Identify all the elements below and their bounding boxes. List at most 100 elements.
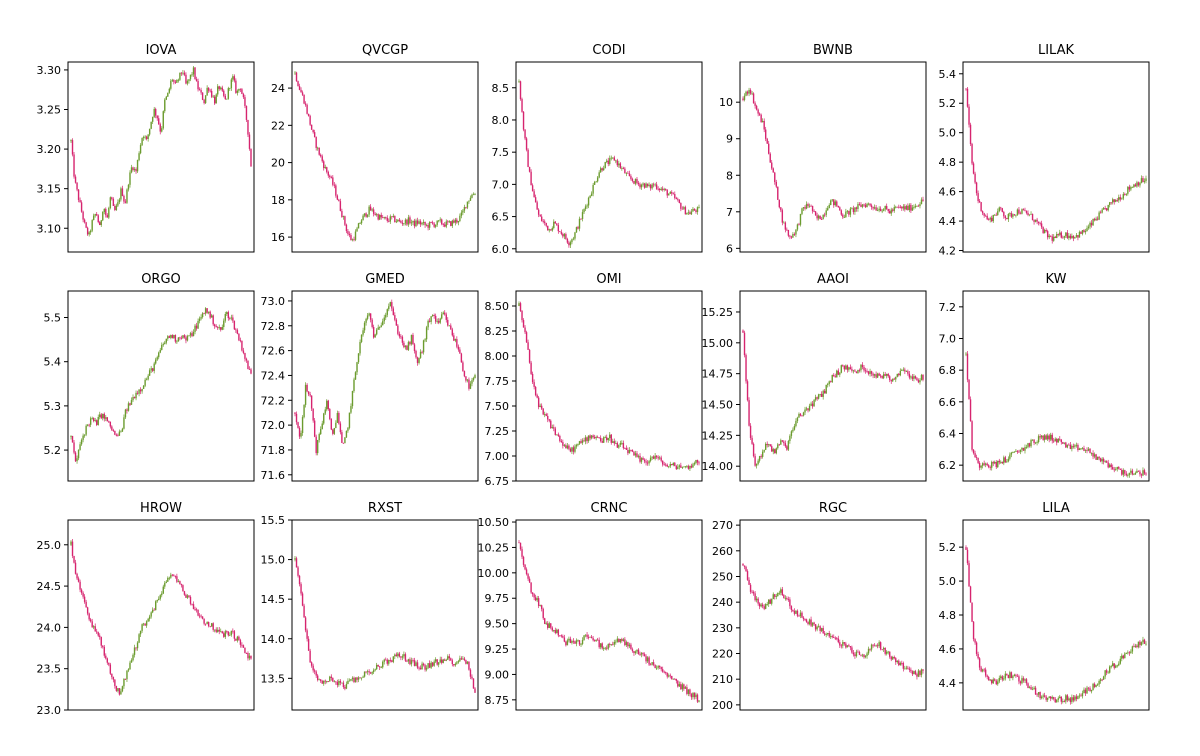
candle-body bbox=[568, 242, 570, 246]
candle-body bbox=[674, 462, 676, 467]
candle-body bbox=[686, 212, 688, 215]
candle-body bbox=[114, 205, 116, 211]
candle-body bbox=[571, 239, 573, 243]
candle-body bbox=[1134, 645, 1137, 648]
candle-body bbox=[574, 446, 576, 452]
candle-body bbox=[539, 605, 541, 606]
candle-body bbox=[613, 641, 615, 645]
candle-body bbox=[857, 651, 859, 653]
candle-body bbox=[371, 672, 373, 674]
candle-body bbox=[531, 592, 534, 595]
candle-body bbox=[71, 435, 74, 443]
candle-body bbox=[1057, 438, 1059, 443]
candle-body bbox=[686, 466, 688, 467]
candle-body bbox=[108, 207, 110, 218]
candle-body bbox=[663, 671, 665, 673]
candle-body bbox=[761, 604, 764, 607]
candle-body bbox=[164, 342, 166, 345]
candle-body bbox=[212, 315, 214, 325]
candle-body bbox=[678, 465, 681, 467]
candle-body bbox=[327, 681, 329, 683]
candle-body bbox=[188, 79, 190, 82]
candle-body bbox=[1060, 696, 1062, 702]
candle-body bbox=[471, 380, 473, 384]
candle-body bbox=[221, 631, 223, 634]
candle-body bbox=[584, 206, 587, 210]
candle-body bbox=[858, 369, 861, 371]
y-tick-label: 8.0 bbox=[492, 114, 510, 127]
candle-body bbox=[768, 599, 770, 605]
candle-body bbox=[857, 369, 859, 373]
candle-body bbox=[1071, 697, 1073, 703]
candle-body bbox=[596, 639, 599, 641]
candle-body bbox=[974, 173, 976, 183]
candle-body bbox=[460, 212, 463, 216]
candle-body bbox=[1122, 194, 1125, 199]
candle-body bbox=[1121, 655, 1123, 659]
candle-body bbox=[899, 206, 902, 208]
y-tick-label: 8.50 bbox=[485, 300, 510, 313]
candle-body bbox=[204, 308, 207, 314]
candle-body bbox=[94, 626, 96, 632]
candle-body bbox=[898, 660, 900, 666]
candle-body bbox=[975, 642, 978, 654]
candle-body bbox=[395, 221, 398, 223]
candle-body bbox=[295, 72, 298, 82]
candle-body bbox=[981, 669, 984, 672]
candle-body bbox=[1062, 701, 1064, 702]
candle-body bbox=[351, 390, 354, 407]
candle-body bbox=[118, 199, 121, 203]
candle-body bbox=[686, 687, 688, 694]
candle-body bbox=[752, 93, 755, 104]
candle-body bbox=[1065, 695, 1067, 702]
candle-body bbox=[630, 644, 632, 650]
candle-body bbox=[1084, 689, 1087, 694]
candle-body bbox=[660, 188, 662, 191]
subplot-title: CRNC bbox=[591, 501, 628, 516]
candle-body bbox=[618, 163, 620, 166]
candle-body bbox=[855, 207, 858, 209]
candle-body bbox=[379, 666, 381, 668]
candle-body bbox=[406, 660, 408, 662]
candle-body bbox=[563, 445, 566, 446]
candle-body bbox=[528, 578, 531, 583]
candle-body bbox=[547, 415, 549, 420]
candle-body bbox=[581, 640, 584, 644]
candle-body bbox=[1087, 226, 1090, 229]
candle-body bbox=[1015, 674, 1017, 676]
candle-body bbox=[103, 208, 105, 212]
candle-body bbox=[236, 636, 239, 641]
candle-body bbox=[1134, 184, 1137, 187]
candle-body bbox=[416, 220, 419, 224]
candle-body bbox=[380, 667, 382, 669]
candle-body bbox=[902, 369, 905, 371]
candle-body bbox=[456, 219, 458, 223]
candle-body bbox=[1039, 436, 1041, 438]
candle-body bbox=[666, 464, 668, 467]
candle-body bbox=[419, 667, 422, 670]
candle-body bbox=[204, 95, 207, 104]
candle-body bbox=[919, 380, 921, 383]
candle-body bbox=[348, 233, 351, 236]
candle-body bbox=[669, 191, 671, 194]
candle-body bbox=[1139, 182, 1141, 186]
candle-body bbox=[882, 374, 885, 379]
candle-body bbox=[634, 453, 637, 456]
candle-body bbox=[183, 335, 186, 338]
candle-body bbox=[892, 209, 894, 211]
candle-body bbox=[127, 669, 130, 671]
candle-body bbox=[972, 449, 975, 454]
y-tick-label: 24.5 bbox=[37, 580, 62, 593]
candle-body bbox=[639, 184, 641, 188]
candle-body bbox=[215, 629, 217, 632]
candle-body bbox=[80, 439, 83, 445]
candle-body bbox=[386, 309, 388, 315]
candle-body bbox=[911, 671, 914, 675]
candle-body bbox=[671, 675, 673, 679]
plot-frame bbox=[515, 519, 703, 711]
candle-body bbox=[768, 143, 770, 154]
candle-body bbox=[1037, 436, 1040, 443]
candle-body bbox=[1043, 695, 1046, 697]
candle-body bbox=[1016, 675, 1019, 677]
y-tick-label: 9 bbox=[726, 133, 733, 146]
